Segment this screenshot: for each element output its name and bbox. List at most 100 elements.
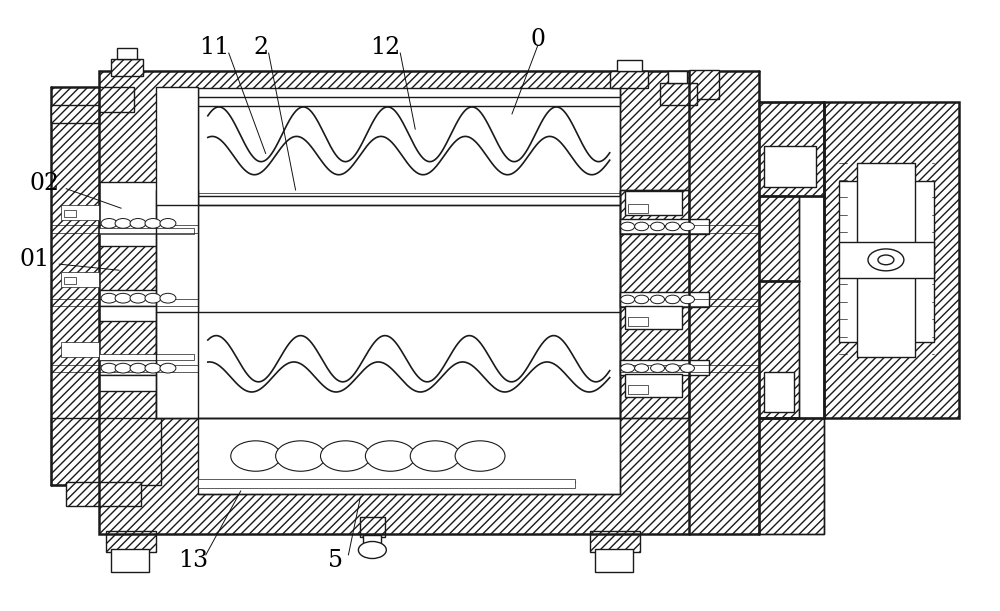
Circle shape [101,364,117,373]
Bar [99,87,134,112]
Bar [117,48,137,59]
Bar [198,97,620,106]
Circle shape [651,222,665,231]
Bar [198,196,620,205]
Bar [51,105,99,123]
Bar [64,277,76,284]
Bar [111,59,143,76]
Circle shape [115,219,131,229]
Polygon shape [689,71,759,533]
Bar [620,219,709,234]
Circle shape [680,295,694,304]
Bar [61,205,99,221]
Circle shape [101,293,117,303]
Bar [99,354,194,360]
Circle shape [621,364,635,372]
Circle shape [621,295,635,304]
Circle shape [680,364,694,372]
Bar [857,163,915,357]
Bar [198,418,620,494]
Bar [668,71,687,84]
Polygon shape [51,87,99,485]
Bar [764,145,816,187]
Circle shape [621,222,635,231]
Bar [620,190,689,418]
Circle shape [410,441,460,471]
Bar [156,87,198,205]
Bar [99,290,194,306]
Bar [628,385,648,394]
Bar [64,210,76,218]
Bar [198,205,620,312]
Circle shape [130,219,146,229]
Bar [625,373,682,397]
Bar [99,182,159,234]
Bar [156,312,620,418]
Bar [660,84,697,105]
Bar [61,272,99,287]
Circle shape [651,295,665,304]
Circle shape [276,441,325,471]
Bar [620,291,709,307]
Circle shape [145,293,161,303]
Circle shape [666,222,680,231]
Circle shape [231,441,281,471]
Bar [106,530,156,552]
Text: 01: 01 [19,249,49,271]
Circle shape [878,255,894,265]
Bar [99,231,194,246]
Bar [99,306,159,321]
Circle shape [115,364,131,373]
Bar [764,372,794,412]
Bar [51,418,161,485]
Bar [610,71,648,88]
Polygon shape [99,71,689,533]
Circle shape [455,441,505,471]
Bar [99,228,194,234]
Text: 5: 5 [328,549,343,573]
Bar [156,190,198,418]
Bar [759,196,799,281]
Bar [198,88,620,205]
Bar [360,517,385,536]
Bar [61,342,99,357]
Circle shape [115,293,131,303]
Circle shape [680,222,694,231]
Circle shape [635,364,649,372]
Circle shape [666,295,680,304]
Circle shape [160,293,176,303]
Bar [66,482,141,506]
Bar [839,181,934,342]
Circle shape [320,441,370,471]
Bar [363,535,381,555]
Text: 12: 12 [370,35,400,59]
Bar [628,204,648,213]
Circle shape [666,364,680,372]
Bar [99,360,194,375]
Bar [759,418,824,533]
Bar [590,530,640,552]
Bar [759,102,824,196]
Circle shape [101,219,117,229]
Text: 0: 0 [530,27,545,51]
Bar [759,281,799,418]
Bar [759,418,824,533]
Circle shape [651,364,665,372]
Circle shape [635,222,649,231]
Circle shape [635,295,649,304]
Bar [99,71,689,533]
Polygon shape [824,102,959,418]
Circle shape [130,293,146,303]
Bar [620,190,689,418]
Bar [824,102,959,418]
Bar [839,241,934,278]
Bar [617,60,642,71]
Bar [99,375,159,390]
Bar [759,102,824,196]
Bar [198,479,575,488]
Bar [759,196,799,281]
Bar [689,70,719,99]
Text: 2: 2 [253,35,268,59]
Bar [759,281,799,418]
Text: 11: 11 [199,35,229,59]
